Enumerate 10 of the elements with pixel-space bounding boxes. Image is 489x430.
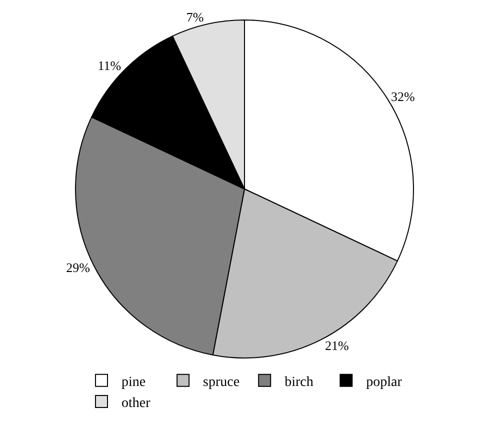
legend-label: poplar	[366, 374, 402, 390]
legend-label: other	[122, 396, 151, 412]
legend-label: birch	[284, 374, 314, 390]
data-label: 11%	[98, 58, 122, 74]
data-label: 21%	[324, 338, 349, 354]
data-label: 29%	[66, 260, 90, 275]
data-label: 7%	[186, 9, 204, 24]
data-label: 32%	[390, 88, 415, 104]
legend-label: spruce	[203, 374, 240, 390]
legend-label: pine	[122, 374, 146, 390]
